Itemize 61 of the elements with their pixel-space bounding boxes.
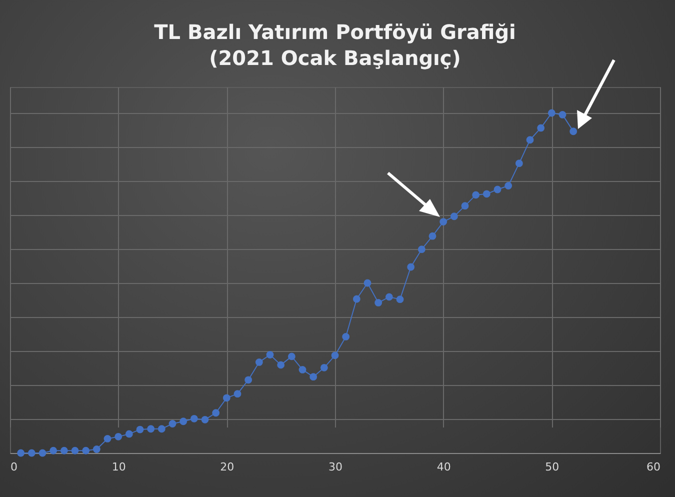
point	[17, 449, 25, 457]
x-tick-label: 0	[10, 460, 18, 474]
x-tick-label: 10	[112, 460, 126, 474]
point	[570, 128, 578, 136]
point	[201, 416, 209, 424]
point	[320, 364, 328, 372]
point	[364, 279, 372, 287]
point	[158, 425, 166, 433]
point	[222, 394, 230, 402]
point	[515, 160, 523, 168]
point	[298, 366, 306, 374]
point	[450, 212, 458, 220]
point	[558, 111, 566, 118]
point	[374, 299, 382, 306]
point	[407, 263, 415, 271]
x-tick-label: 60	[646, 460, 660, 474]
point	[255, 358, 263, 366]
point	[494, 186, 502, 194]
point	[50, 446, 58, 454]
point	[472, 191, 480, 199]
point	[331, 352, 339, 360]
point	[28, 449, 36, 457]
point	[212, 409, 220, 417]
point	[342, 333, 350, 340]
point	[71, 446, 79, 454]
chart-title: TL Bazlı Yatırım Portföyü Grafiği	[154, 20, 516, 44]
point	[440, 218, 448, 226]
point	[461, 202, 469, 210]
point	[38, 449, 46, 457]
x-tick-label: 50	[545, 460, 560, 474]
point	[234, 390, 242, 398]
point	[60, 446, 68, 454]
chart-subtitle: (2021 Ocak Başlangıç)	[209, 46, 461, 70]
point	[418, 246, 426, 254]
point	[548, 109, 556, 117]
point	[190, 414, 198, 422]
point	[114, 432, 122, 440]
point	[82, 446, 90, 454]
point	[136, 426, 144, 434]
x-tick-label: 30	[328, 460, 342, 474]
point	[504, 182, 512, 190]
point	[92, 446, 100, 453]
x-tick-label: 20	[220, 460, 234, 474]
point	[396, 296, 404, 304]
point	[147, 425, 155, 433]
point	[482, 190, 490, 198]
point	[537, 124, 545, 132]
point	[244, 376, 252, 384]
point	[266, 351, 274, 358]
point	[352, 295, 360, 303]
point	[428, 232, 436, 240]
point	[385, 293, 393, 301]
x-tick-label: 40	[436, 460, 451, 474]
point	[125, 430, 133, 438]
point	[526, 136, 534, 144]
point	[104, 435, 112, 442]
point	[277, 361, 285, 369]
point	[288, 352, 296, 360]
point	[180, 418, 188, 426]
point	[168, 420, 176, 428]
point	[310, 373, 318, 381]
